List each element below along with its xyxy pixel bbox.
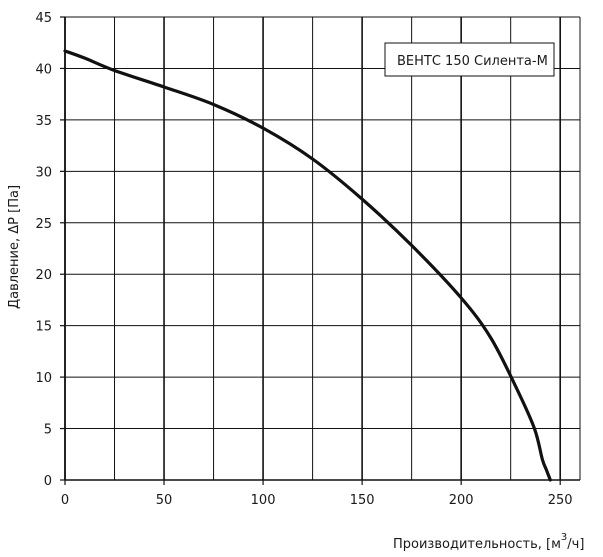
y-axis-title: Давление, ΔP [Па] [7, 185, 22, 309]
y-tick-label: 25 [35, 217, 52, 232]
y-tick-label: 0 [44, 474, 52, 489]
x-tick-label: 150 [350, 493, 375, 508]
x-tick-label: 100 [251, 493, 276, 508]
x-axis-title-superscript: 3 [561, 532, 567, 543]
series-line [63, 49, 552, 482]
x-tick-label: 200 [449, 493, 474, 508]
x-axis-title: Производительность, [м 3 /ч] [393, 532, 584, 552]
y-tick-label: 5 [44, 423, 52, 438]
x-tick-label: 250 [548, 493, 573, 508]
x-axis-title-end: /ч] [567, 537, 584, 552]
legend-entry: ВЕНТС 150 Силента-М [397, 54, 548, 69]
tick-labels: 0 50 100 150 200 250 0 5 10 15 20 25 30 35 40 45 [35, 11, 572, 508]
y-tick-label: 20 [35, 268, 52, 283]
series-lines [63, 49, 552, 482]
y-tick-label: 15 [35, 320, 52, 335]
y-tick-label: 40 [35, 62, 52, 77]
x-tick-label: 50 [156, 493, 173, 508]
x-axis-title-text: Производительность, [м [393, 537, 561, 552]
x-tick-label: 0 [61, 493, 69, 508]
grid [64, 16, 581, 481]
y-tick-label: 45 [35, 11, 52, 26]
y-tick-label: 35 [35, 114, 52, 129]
legend-box [384, 42, 555, 77]
legend: ВЕНТС 150 Силента-М [384, 42, 555, 77]
y-tick-label: 30 [35, 165, 52, 180]
y-tick-label: 10 [35, 371, 52, 386]
